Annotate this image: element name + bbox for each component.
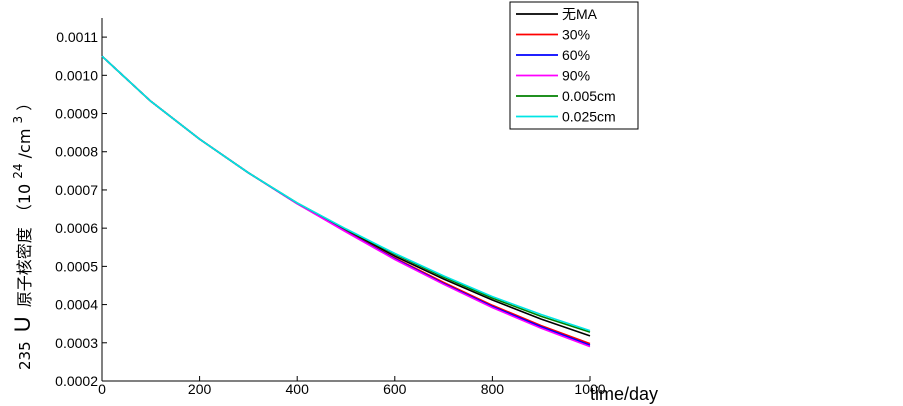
series-group — [101, 55, 591, 348]
legend-label-5: 0.025cm — [562, 109, 616, 125]
y-axis-label-unit-exp: 24 — [11, 163, 25, 178]
y-tick-label: 0.0008 — [55, 144, 98, 160]
x-tick-label: 200 — [188, 381, 212, 397]
y-axis-label: 235 U 原子核密度 （10 24 /cm 3 ） — [7, 95, 35, 370]
legend-label-1: 30% — [562, 27, 590, 43]
series-line-5 — [101, 55, 591, 332]
y-tick-label: 0.0005 — [55, 258, 98, 274]
y-tick-label: 0.0003 — [55, 335, 98, 351]
y-axis-label-unit-exp2: 3 — [11, 116, 25, 124]
y-tick-label: 0.0007 — [55, 182, 98, 198]
x-tick-label: 0 — [98, 381, 106, 397]
svg-text:235 U 原子核密度: 235 U 原子核密度 （10 24 /cm 3 ） — [7, 95, 35, 370]
legend-label-2: 60% — [562, 47, 590, 63]
x-tick-label: 800 — [481, 381, 505, 397]
y-tick-label: 0.0002 — [55, 373, 98, 389]
y-tick-label: 0.0006 — [55, 220, 98, 236]
y-axis-label-main: U — [10, 316, 35, 332]
y-axis-label-unit-close: ） — [15, 95, 34, 111]
legend-label-0: 无MA — [562, 6, 598, 22]
legend-box — [509, 1, 639, 130]
x-tick-label: 600 — [383, 381, 407, 397]
y-tick-label: 0.0004 — [55, 297, 98, 313]
y-axis-label-unit-mid: /cm — [15, 129, 34, 159]
y-tick-label: 0.0010 — [55, 67, 98, 83]
y-axis-label-cn: 原子核密度 — [15, 227, 34, 307]
legend-label-4: 0.005cm — [562, 88, 616, 104]
y-axis-label-unit-open: （10 — [15, 184, 34, 220]
legend: 无MA 30% 60% 90% 0.005cm 0.025cm — [509, 1, 639, 130]
axes: 0 200 400 600 800 1000 0.0002 0.0003 0.0004 0.000… — [55, 18, 606, 397]
x-axis-label: time/day — [590, 384, 658, 404]
x-tick-label: 1000 — [574, 381, 605, 397]
y-tick-label: 0.0011 — [56, 29, 98, 45]
y-tick-label: 0.0009 — [55, 106, 98, 122]
y-axis-label-prefix: 235 — [16, 341, 34, 370]
legend-label-3: 90% — [562, 68, 590, 84]
x-tick-label: 400 — [286, 381, 310, 397]
